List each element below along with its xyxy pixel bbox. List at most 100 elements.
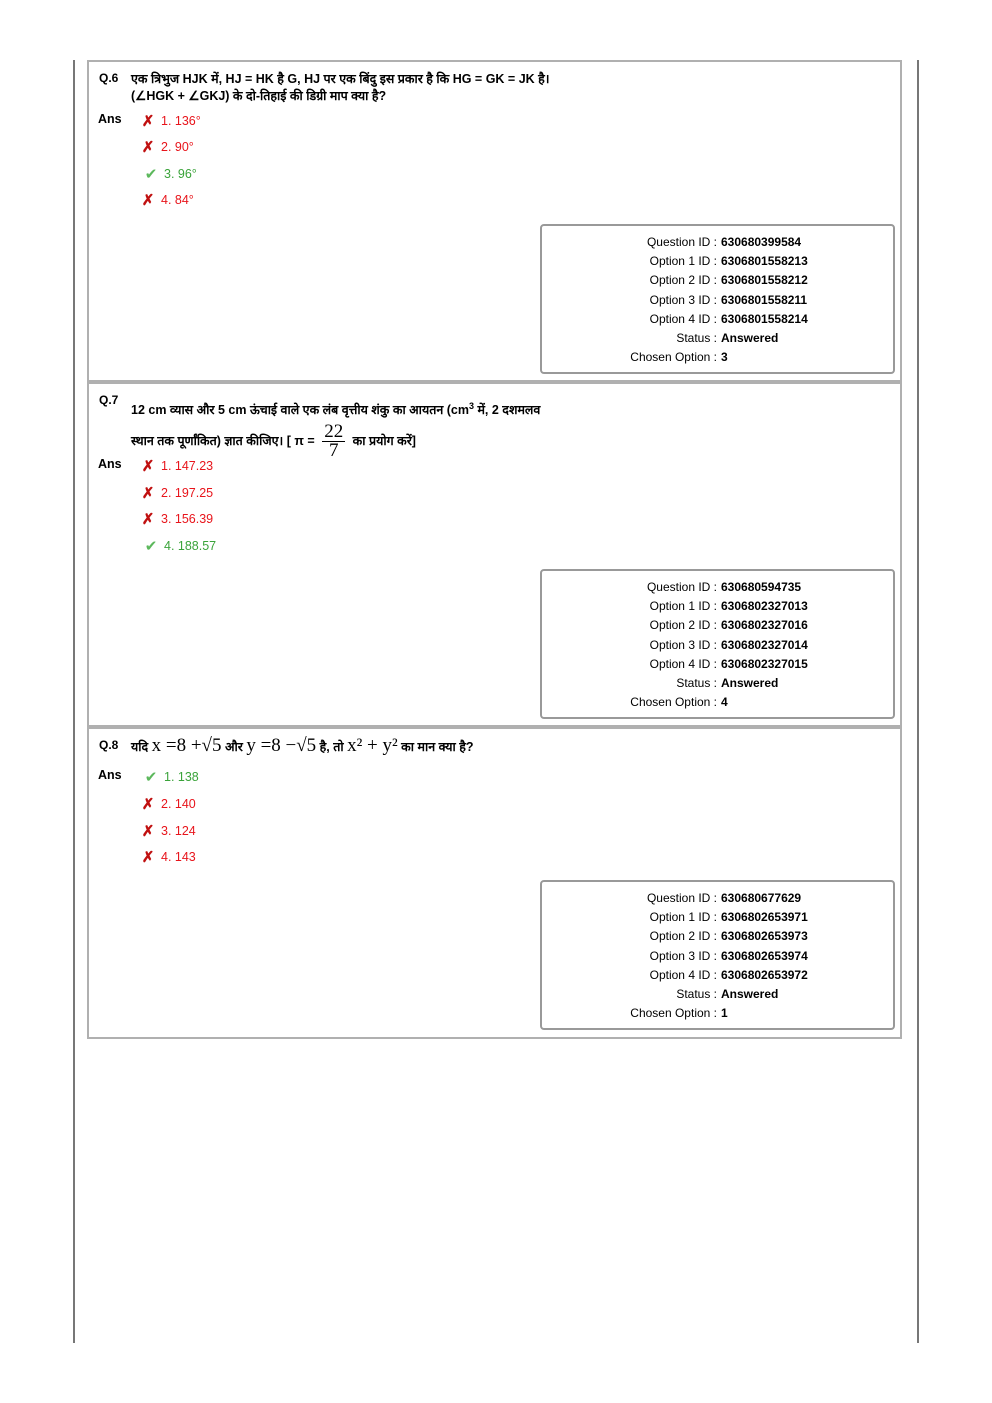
answer-option-1: ✗ 1. 136° <box>139 112 201 130</box>
cross-icon: ✗ <box>141 511 155 528</box>
info-value: 6306801558211 <box>721 292 808 307</box>
page-right-border <box>917 60 919 1343</box>
question-number: Q.8 <box>99 738 119 752</box>
fraction-numerator: 22 <box>322 421 346 443</box>
info-row-option3-id: Option 3 ID : 6306802653974 <box>542 948 808 963</box>
question-info-box: Question ID : 630680677629 Option 1 ID : … <box>540 880 895 1030</box>
info-label: Option 2 ID : <box>649 929 717 944</box>
info-value: 6306802653972 <box>721 967 808 982</box>
fraction-denominator: 7 <box>328 440 339 462</box>
info-value: 6306802327016 <box>721 618 808 633</box>
info-row-option2-id: Option 2 ID : 6306801558212 <box>542 273 808 288</box>
question-block-7: Q.7 12 cm व्यास और 5 cm ऊंचाई वाले एक लं… <box>87 382 902 727</box>
info-label: Option 1 ID : <box>649 910 717 925</box>
info-label: Question ID : <box>646 891 717 905</box>
check-icon: ✔ <box>144 769 158 786</box>
info-value: 6306801558213 <box>721 254 808 269</box>
info-row-status: Status : Answered <box>542 987 778 1001</box>
info-row-option3-id: Option 3 ID : 6306802327014 <box>542 638 808 652</box>
cross-icon: ✗ <box>141 849 155 866</box>
question-info-box: Question ID : 630680399584 Option 1 ID : … <box>540 224 895 374</box>
info-value: 630680399584 <box>721 235 802 249</box>
option-label: 1. 136° <box>161 114 201 128</box>
answer-option-2: ✗ 2. 140 <box>139 795 196 813</box>
cross-icon: ✗ <box>141 823 155 840</box>
answer-option-2: ✗ 2. 197.25 <box>139 484 213 502</box>
cross-icon: ✗ <box>141 458 155 475</box>
info-label: Option 3 ID : <box>649 292 717 307</box>
info-row-question-id: Question ID : 630680677629 <box>542 891 801 905</box>
info-value: 4 <box>721 695 728 710</box>
info-label: Status : <box>676 987 717 1001</box>
ans-label: Ans <box>98 457 122 471</box>
info-value: 6306802653971 <box>721 910 808 925</box>
info-row-option1-id: Option 1 ID : 6306802327013 <box>542 599 808 613</box>
cross-icon: ✗ <box>141 139 155 156</box>
info-label: Status : <box>676 331 717 345</box>
info-label: Question ID : <box>646 580 717 594</box>
option-label: 3. 96° <box>164 167 197 181</box>
info-row-option4-id: Option 4 ID : 6306802327015 <box>542 656 808 671</box>
info-label: Chosen Option : <box>630 350 717 365</box>
math-expression: x =8 +√5 <box>151 735 222 756</box>
info-label: Question ID : <box>646 235 717 249</box>
math-expression: x² + y² <box>347 735 398 756</box>
option-label: 4. 188.57 <box>164 539 217 553</box>
option-label: 4. 143 <box>161 850 196 864</box>
info-value: 6306802327015 <box>721 656 808 671</box>
ans-label: Ans <box>98 768 122 782</box>
check-icon: ✔ <box>144 538 158 555</box>
question-block-6: Q.6 एक त्रिभुज HJK में, HJ = HK है G, HJ… <box>87 60 902 382</box>
info-label: Option 2 ID : <box>649 618 717 633</box>
info-label: Option 1 ID : <box>649 254 717 269</box>
superscript: 3 <box>468 401 474 411</box>
info-row-option1-id: Option 1 ID : 6306801558213 <box>542 254 808 269</box>
option-label: 2. 140 <box>161 797 196 811</box>
answer-option-4: ✔ 4. 188.57 <box>139 537 216 555</box>
pi-fraction: 22 7 <box>322 421 346 462</box>
answer-option-3: ✔ 3. 96° <box>139 165 197 183</box>
question-text-part: है, तो <box>316 740 348 754</box>
question-text-part: में, 2 दशमलव स्थान तक पूर्णांकित) ज्ञात … <box>131 403 541 448</box>
check-icon: ✔ <box>144 166 158 183</box>
info-label: Chosen Option : <box>630 695 717 710</box>
question-block-8: Q.8 यदि x =8 +√5 और y =8 −√5 है, तो x² +… <box>87 727 902 1039</box>
question-text-part: का प्रयोग करें] <box>349 433 416 448</box>
info-value: 6306802327013 <box>721 599 808 614</box>
info-value: Answered <box>721 987 779 1001</box>
info-value: Answered <box>721 676 779 690</box>
info-row-option2-id: Option 2 ID : 6306802327016 <box>542 618 808 633</box>
info-value: 630680594735 <box>721 580 802 594</box>
info-label: Chosen Option : <box>630 1006 717 1021</box>
info-label: Status : <box>676 676 717 690</box>
info-label: Option 4 ID : <box>649 311 717 326</box>
answer-option-1: ✗ 1. 147.23 <box>139 457 213 475</box>
info-row-option4-id: Option 4 ID : 6306802653972 <box>542 968 808 982</box>
info-label: Option 2 ID : <box>649 273 717 288</box>
info-row-chosen: Chosen Option : 4 <box>542 695 727 710</box>
info-row-option3-id: Option 3 ID : 6306801558211 <box>542 292 807 307</box>
option-label: 1. 138 <box>164 770 199 784</box>
info-row-option4-id: Option 4 ID : 6306801558214 <box>542 311 808 326</box>
answer-option-1: ✔ 1. 138 <box>139 768 199 786</box>
info-row-chosen: Chosen Option : 1 <box>542 1006 727 1021</box>
option-label: 1. 147.23 <box>161 459 214 473</box>
answer-option-3: ✗ 3. 156.39 <box>139 510 213 528</box>
question-text-part: यदि <box>131 740 152 754</box>
info-row-status: Status : Answered <box>542 676 778 690</box>
question-info-box: Question ID : 630680594735 Option 1 ID : … <box>540 569 895 719</box>
answer-option-4: ✗ 4. 84° <box>139 191 194 209</box>
ans-label: Ans <box>98 112 122 126</box>
info-label: Option 4 ID : <box>649 656 717 671</box>
info-label: Option 3 ID : <box>649 948 717 963</box>
answer-option-2: ✗ 2. 90° <box>139 138 194 156</box>
option-label: 2. 197.25 <box>161 486 214 500</box>
answer-option-3: ✗ 3. 124 <box>139 822 196 840</box>
info-row-question-id: Question ID : 630680594735 <box>542 580 801 594</box>
cross-icon: ✗ <box>141 796 155 813</box>
info-row-option1-id: Option 1 ID : 6306802653971 <box>542 910 808 925</box>
info-value: Answered <box>721 331 779 345</box>
info-value: 630680677629 <box>721 891 802 905</box>
info-value: 6306801558214 <box>721 311 808 326</box>
question-text-part: 12 cm व्यास और 5 cm ऊंचाई वाले एक लंब वृ… <box>131 403 469 418</box>
